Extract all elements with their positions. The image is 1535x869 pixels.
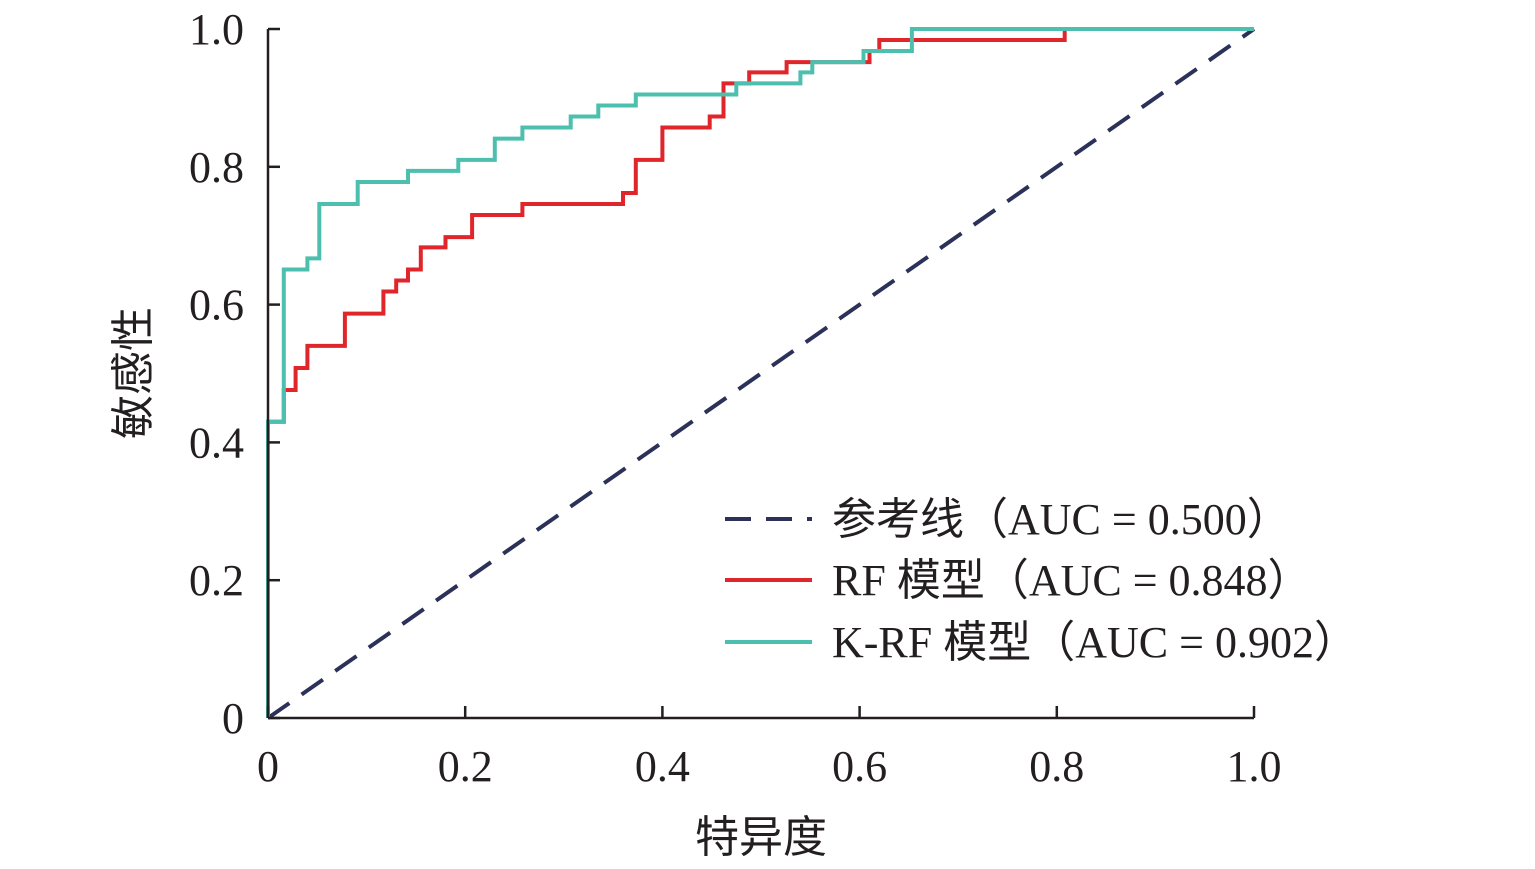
x-axis-title: 特异度 [695,813,827,862]
axes-layer [266,29,1254,720]
ticks-layer: 0 0.2 0.4 0.6 0.8 1.0 0 0.2 0.4 0.6 0.8 1.0 [189,5,1282,791]
y-axis-title: 敏感性 [109,307,158,439]
y-tick-label: 1.0 [189,5,244,54]
y-tick-label: 0 [222,694,244,743]
x-tick-label: 0.6 [832,742,887,791]
series-line-0 [266,27,1256,720]
legend-label-2: K-RF 模型（AUC = 0.902） [832,618,1358,667]
legend-label-1: RF 模型（AUC = 0.848） [832,556,1312,605]
y-tick-label: 0.8 [189,143,244,192]
series-line-2 [266,27,1254,718]
series-line-1 [266,27,1254,718]
y-tick-label: 0.2 [189,556,244,605]
legend-label-0: 参考线（AUC = 0.500） [832,495,1291,544]
x-tick-label: 0.4 [635,742,690,791]
y-tick-label: 0.4 [189,418,244,467]
legend: 参考线（AUC = 0.500） RF 模型（AUC = 0.848） K-RF 模… [725,495,1358,667]
x-tick-label: 0 [257,742,279,791]
x-tick-label: 0.2 [438,742,493,791]
x-tick-label: 1.0 [1227,742,1282,791]
x-tick-label: 0.8 [1029,742,1084,791]
series-layer [266,27,1256,720]
y-tick-label: 0.6 [189,281,244,330]
